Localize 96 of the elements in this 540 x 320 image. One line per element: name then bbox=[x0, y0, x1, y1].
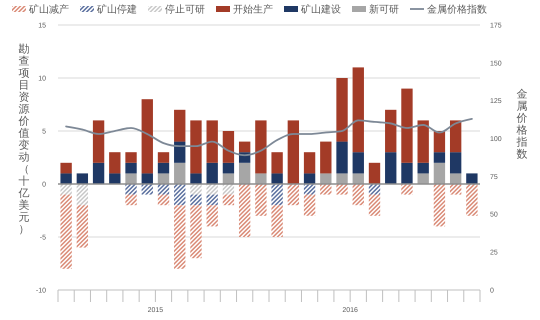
bar bbox=[352, 173, 364, 184]
bar bbox=[418, 162, 429, 174]
bar bbox=[238, 142, 250, 152]
bar bbox=[466, 173, 478, 184]
bar bbox=[125, 152, 137, 163]
bar bbox=[125, 173, 137, 184]
bar bbox=[304, 152, 316, 174]
bar bbox=[336, 142, 348, 174]
bar bbox=[125, 194, 137, 206]
y2-axis-title: 金属价格指数 bbox=[516, 88, 528, 160]
bar bbox=[142, 173, 153, 184]
bar bbox=[206, 184, 218, 195]
bar bbox=[434, 152, 446, 163]
bar bbox=[142, 99, 153, 174]
legend-label: 停止可研 bbox=[165, 4, 205, 16]
bar bbox=[206, 162, 218, 184]
bar bbox=[92, 162, 104, 184]
bar bbox=[450, 184, 462, 195]
bar bbox=[368, 162, 380, 184]
bar bbox=[450, 152, 462, 174]
legend-label: 新可研 bbox=[369, 4, 399, 16]
bar bbox=[142, 184, 153, 195]
bar bbox=[255, 173, 267, 184]
bar bbox=[450, 120, 462, 152]
bar bbox=[401, 88, 413, 163]
bar bbox=[271, 184, 283, 206]
bar bbox=[418, 173, 429, 184]
legend-label: 金属价格指数 bbox=[427, 4, 487, 16]
bar bbox=[125, 162, 137, 174]
bar bbox=[60, 184, 72, 195]
bar bbox=[434, 131, 446, 152]
bar bbox=[320, 173, 332, 184]
bar bbox=[174, 162, 186, 184]
legend-label: 矿山停建 bbox=[96, 4, 137, 16]
bar bbox=[336, 173, 348, 184]
bar bbox=[255, 120, 267, 174]
bar bbox=[385, 110, 396, 152]
bar bbox=[320, 142, 332, 174]
bar bbox=[304, 184, 316, 195]
bar bbox=[271, 205, 283, 237]
bar bbox=[206, 205, 218, 226]
bar bbox=[190, 173, 202, 184]
legend-label: 矿山建设 bbox=[300, 4, 341, 16]
bar bbox=[222, 173, 234, 184]
bar bbox=[109, 152, 120, 174]
bar bbox=[60, 162, 72, 174]
bar bbox=[368, 194, 380, 216]
bar bbox=[238, 162, 250, 184]
bar bbox=[190, 205, 202, 258]
line-series bbox=[65, 118, 473, 156]
bar bbox=[434, 162, 446, 184]
bar bbox=[385, 152, 396, 184]
bar bbox=[238, 184, 250, 237]
bar bbox=[174, 205, 186, 269]
bar bbox=[418, 120, 429, 163]
bar bbox=[466, 184, 478, 216]
bar bbox=[60, 194, 72, 269]
bar bbox=[158, 152, 170, 163]
bar bbox=[92, 120, 104, 163]
bar bbox=[288, 120, 300, 184]
bar bbox=[76, 205, 88, 248]
bar bbox=[288, 184, 300, 206]
bar bbox=[76, 173, 88, 184]
bar bbox=[304, 173, 316, 184]
bar bbox=[158, 194, 170, 206]
bar bbox=[352, 152, 364, 174]
bar bbox=[255, 184, 267, 216]
legend-label: 开始生产 bbox=[233, 4, 273, 16]
text: 勘查项目资源价值变动（十亿美元） bbox=[18, 44, 30, 236]
bar bbox=[352, 184, 364, 206]
bar bbox=[401, 162, 413, 184]
bar bbox=[76, 184, 88, 206]
legend-label: 矿山减产 bbox=[28, 4, 69, 16]
bar bbox=[109, 173, 120, 184]
bar bbox=[304, 194, 316, 216]
bar bbox=[190, 120, 202, 174]
bar bbox=[60, 173, 72, 184]
bar bbox=[174, 110, 186, 142]
bar bbox=[190, 194, 202, 206]
bar bbox=[174, 142, 186, 163]
bar bbox=[271, 152, 283, 174]
bar bbox=[222, 162, 234, 174]
bar bbox=[206, 194, 218, 206]
bar bbox=[450, 173, 462, 184]
bar bbox=[222, 184, 234, 195]
bar bbox=[206, 120, 218, 163]
bar bbox=[271, 173, 283, 184]
bar bbox=[352, 67, 364, 152]
bar bbox=[158, 162, 170, 174]
bar bbox=[434, 184, 446, 226]
bar bbox=[320, 184, 332, 195]
bar bbox=[336, 78, 348, 142]
bar bbox=[222, 194, 234, 206]
bar bbox=[158, 173, 170, 184]
bar bbox=[174, 184, 186, 206]
bar bbox=[222, 131, 234, 163]
